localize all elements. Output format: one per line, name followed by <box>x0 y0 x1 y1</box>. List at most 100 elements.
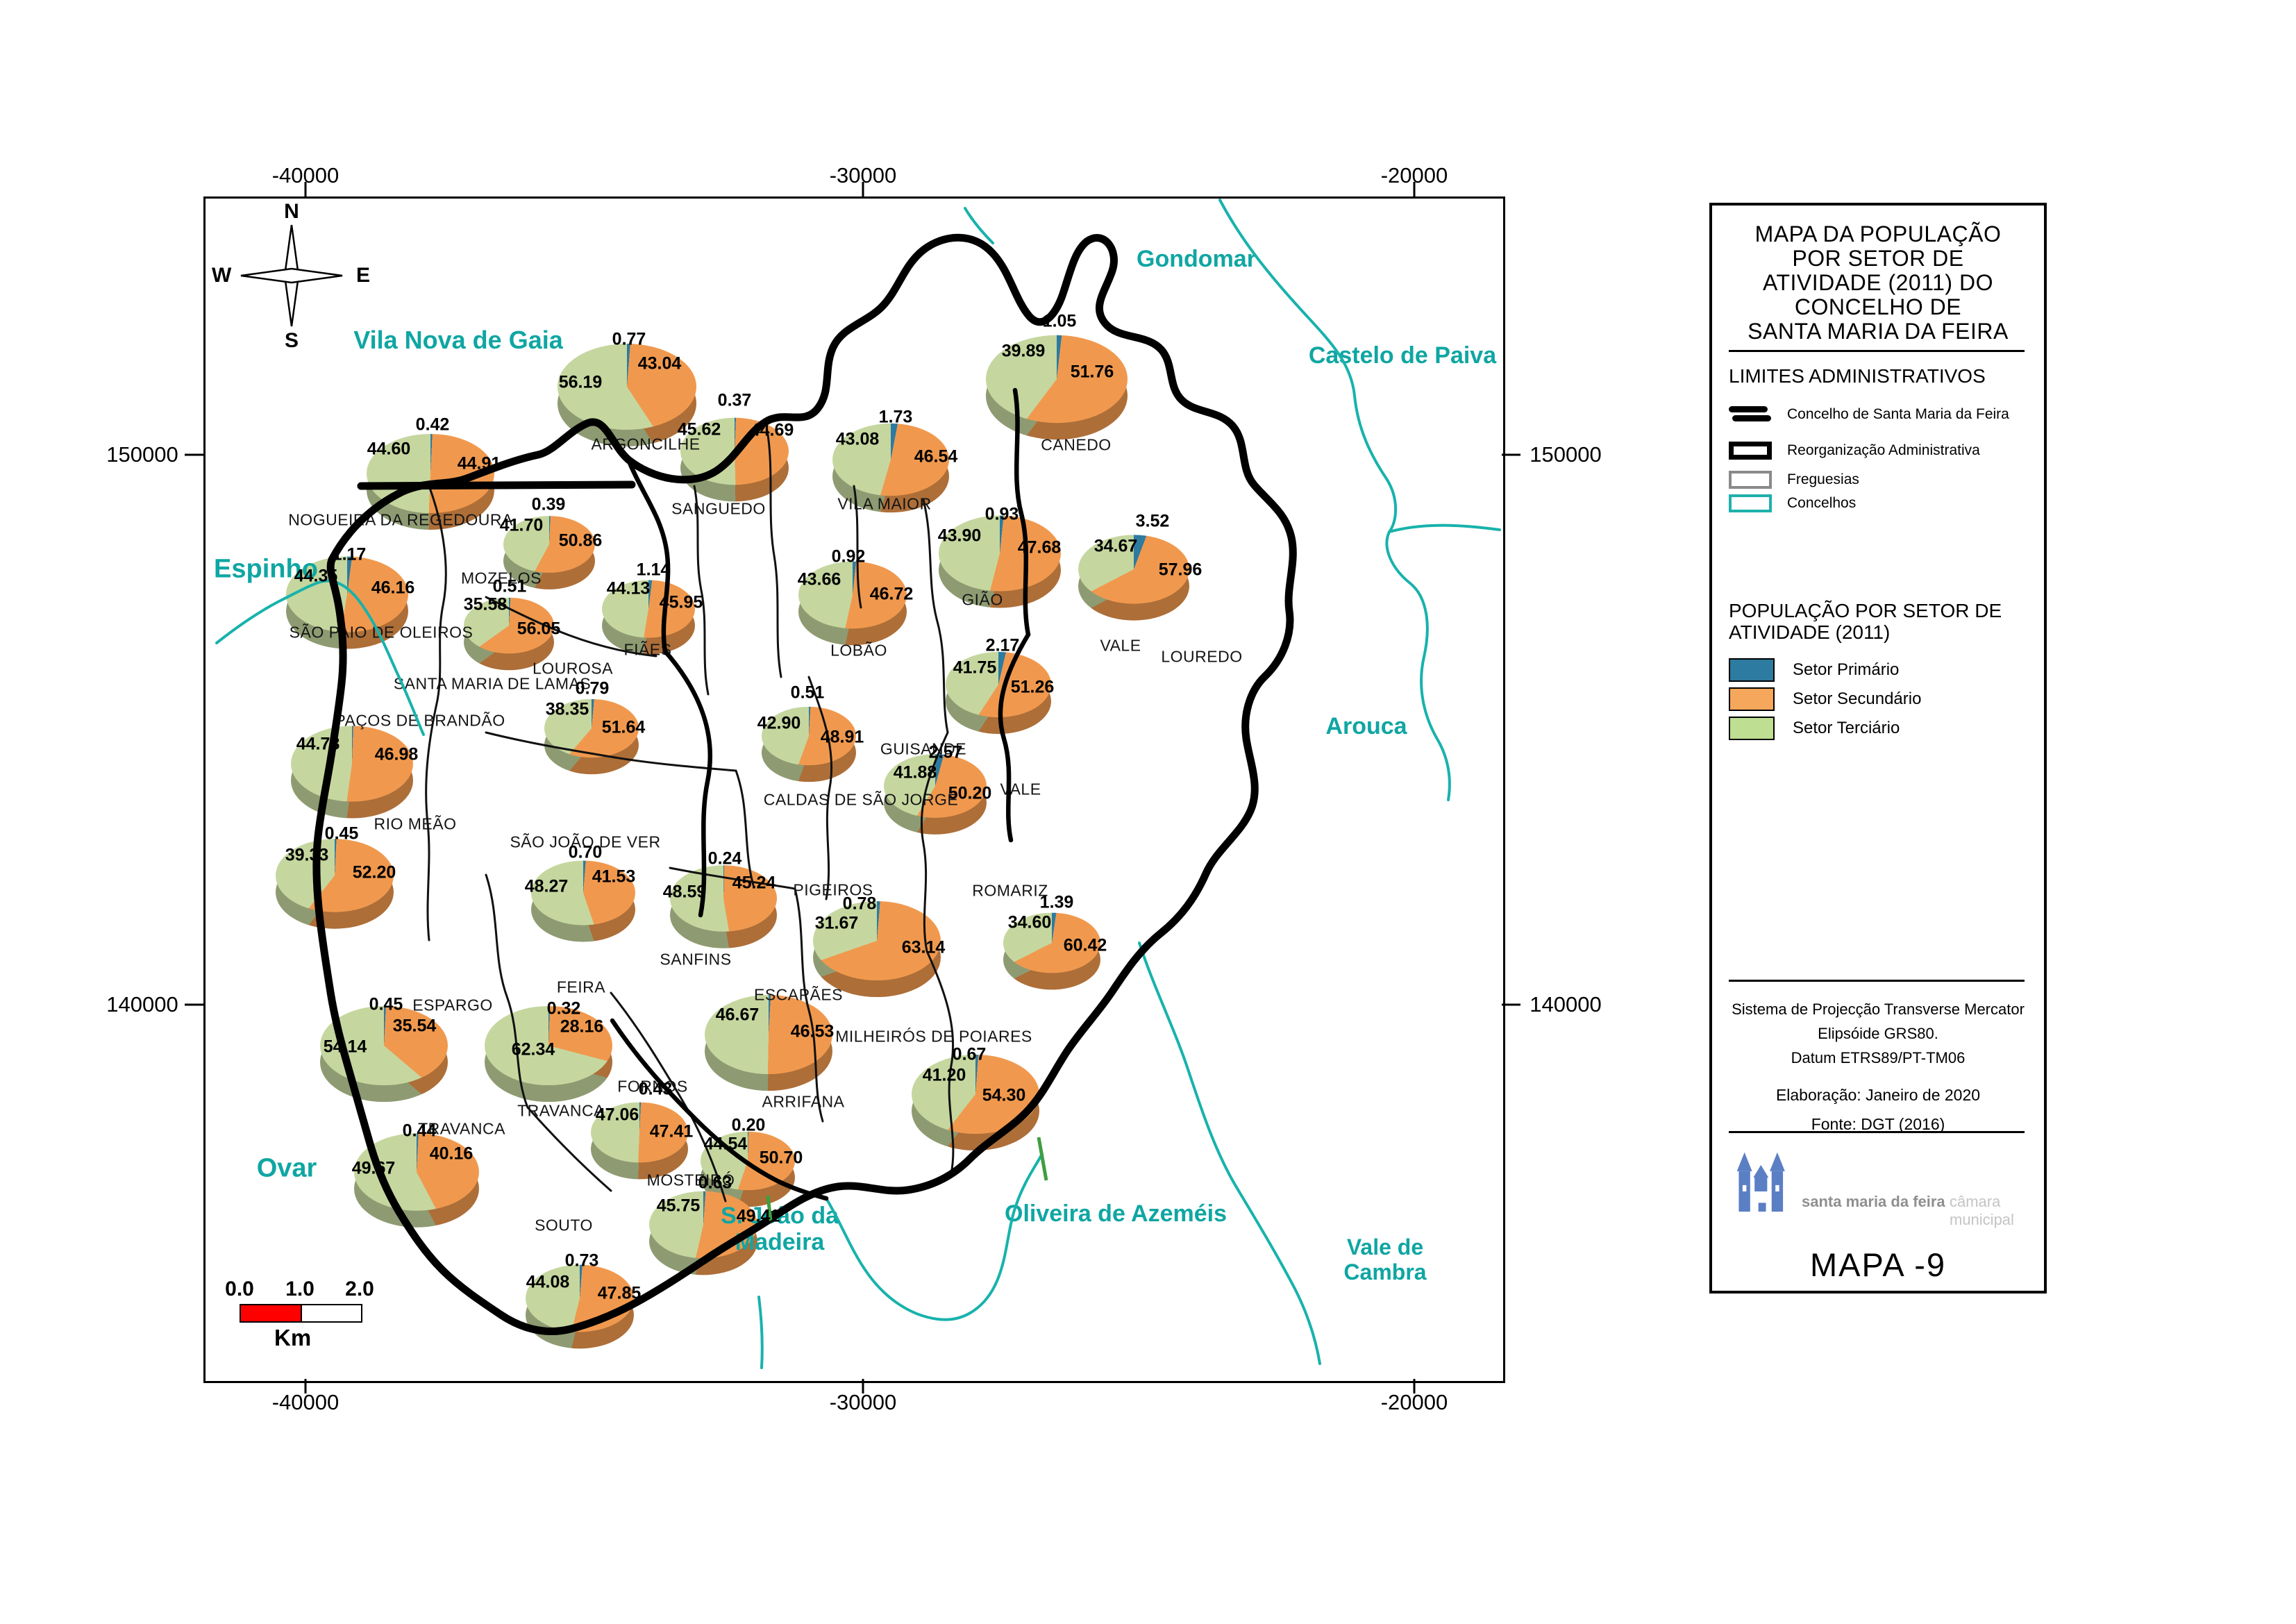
pie-value-label: 0.78 <box>842 894 877 914</box>
freguesia-label: SOUTO <box>535 1216 593 1234</box>
title-line: ATIVIDADE (2011) DO <box>1763 270 1993 295</box>
pie-value-label: 45.62 <box>677 419 721 440</box>
axis-tick <box>185 453 203 456</box>
pie-value-label: 57.96 <box>1158 560 1203 580</box>
legend-item-reorganizacao: Reorganização Administrativa <box>1729 442 1980 460</box>
concelho-line-symbol <box>1729 405 1772 424</box>
pie-value-label: 62.34 <box>511 1039 555 1060</box>
pie-value-label: 63.14 <box>901 937 946 957</box>
pie-value-label: 38.35 <box>545 699 589 719</box>
pie-value-label: 1.73 <box>878 407 913 427</box>
divider <box>1729 980 2025 982</box>
castle-icon <box>1736 1152 1785 1212</box>
freguesia-label: TRAVANCA <box>517 1101 605 1120</box>
pie-value-label: 0.24 <box>707 848 742 869</box>
pie-value-label: 54.30 <box>982 1085 1026 1105</box>
freguesia-label: VALE <box>1000 780 1041 798</box>
neighbor-municipality-label: Espinho <box>214 554 318 584</box>
map-number: MAPA -9 <box>1810 1246 1946 1283</box>
freguesia-label: GIÃO <box>962 590 1003 609</box>
legend-item-concelho: Concelho de Santa Maria da Feira <box>1729 405 2009 424</box>
pie-value-label: 0.63 <box>698 1173 732 1193</box>
pie-value-label: 0.32 <box>546 998 581 1019</box>
compass-east-label: E <box>355 264 370 287</box>
pie-value-label: 44.54 <box>703 1134 748 1154</box>
pie-value-label: 28.16 <box>560 1016 604 1037</box>
pie-value-label: 44.08 <box>526 1272 570 1292</box>
axis-tick <box>1502 453 1520 456</box>
setor-terciario-swatch <box>1729 717 1775 740</box>
scale-tick-label: 0.0 <box>225 1278 254 1300</box>
scale-tick-label: 2.0 <box>345 1278 374 1300</box>
pie-value-label: 45.24 <box>732 873 776 893</box>
pie-value-label: 35.58 <box>463 594 508 614</box>
scale-bar-red-segment <box>241 1305 301 1321</box>
pie-value-label: 51.64 <box>601 717 646 737</box>
axis-tick <box>1413 1379 1416 1393</box>
compass-rose: N S W E <box>212 200 370 352</box>
pie-value-label: 49.67 <box>351 1158 396 1178</box>
pie-value-label: 43.66 <box>797 569 841 589</box>
scale-unit-label: Km <box>274 1325 312 1350</box>
title-line: SANTA MARIA DA FEIRA <box>1748 319 2009 344</box>
neighbor-municipality-label: Gondomar <box>1137 245 1256 272</box>
pie-value-label: 47.06 <box>595 1105 639 1125</box>
legend-label: Freguesias <box>1787 471 1859 487</box>
axis-label-x: -40000 <box>271 1390 340 1414</box>
freguesia-label: LOUREDO <box>1161 647 1243 666</box>
pie-value-label: 51.76 <box>1070 362 1114 382</box>
freguesia-label: SÃO PAIO DE OLEIROS <box>289 623 474 642</box>
pie-value-label: 46.53 <box>790 1021 835 1041</box>
axis-label-y: 150000 <box>106 442 178 467</box>
axis-label-y: 150000 <box>1530 442 1602 467</box>
pie-value-label: 50.20 <box>948 783 992 803</box>
pie-value-label: 41.70 <box>499 515 544 535</box>
axis-tick <box>862 1379 864 1393</box>
scale-bar-segments <box>240 1304 362 1323</box>
pie-value-label: 46.98 <box>374 744 419 764</box>
neighbor-municipality-label: Vila Nova de Gaia <box>353 325 563 354</box>
pie-value-label: 31.67 <box>814 913 859 933</box>
reorganizacao-rect-symbol <box>1729 442 1772 460</box>
compass-north-label: N <box>284 200 299 223</box>
freguesia-label: CALDAS DE SÃO JORGE <box>763 790 959 809</box>
pie-value-label: 0.42 <box>415 415 450 435</box>
pie-value-label: 0.73 <box>564 1250 599 1271</box>
pie-value-label: 0.70 <box>568 842 603 862</box>
compass-west-label: W <box>212 264 232 287</box>
logo-name: santa maria da feira <box>1802 1193 1945 1210</box>
setor-primario-swatch <box>1729 658 1775 682</box>
limites-legend: Concelho de Santa Maria da Feira Reorgan… <box>1729 405 2027 524</box>
pie-value-label: 3.52 <box>1135 511 1170 531</box>
scale-tick-label: 1.0 <box>285 1278 315 1300</box>
freguesia-label: SANGUEDO <box>671 499 766 518</box>
pie-value-label: 56.05 <box>517 619 561 639</box>
legend-item-setor-secundario: Setor Secundário <box>1729 687 1921 711</box>
pie-value-label: 34.67 <box>1093 536 1138 556</box>
projection-info: Sistema de Projecção Transverse Mercator… <box>1712 997 2044 1070</box>
pie-value-label: 48.59 <box>662 882 707 902</box>
pie-value-label: 0.37 <box>717 390 752 410</box>
pie-value-label: 56.19 <box>558 372 603 392</box>
pie-value-label: 50.86 <box>558 530 603 551</box>
pie-value-label: 0.93 <box>984 504 1019 524</box>
pie-value-label: 0.39 <box>531 494 566 514</box>
freguesia-label: LOBÃO <box>830 641 887 660</box>
pie-value-label: 40.16 <box>429 1144 474 1164</box>
title-line: POR SETOR DE <box>1792 246 1964 271</box>
title-line: CONCELHO DE <box>1794 294 1962 319</box>
pie-value-label: 44.91 <box>457 453 501 474</box>
side-panel: MAPA DA POPULAÇÃO POR SETOR DE ATIVIDADE… <box>1709 203 2047 1294</box>
freguesia-label: VALE <box>1100 636 1141 655</box>
axis-tick <box>1413 182 1416 196</box>
pie-value-label: 43.90 <box>937 526 982 546</box>
legend-label: Setor Primário <box>1793 660 1900 679</box>
pie-value-label: 34.60 <box>1007 912 1052 932</box>
pie-value-label: 44.69 <box>750 420 794 440</box>
municipality-logo: santa maria da feira câmara municipal <box>1729 1150 2027 1233</box>
pie-value-label: 46.72 <box>869 584 914 604</box>
freguesia-label: ROMARIZ <box>972 881 1048 900</box>
freguesia-label: ESPARGO <box>412 996 493 1014</box>
legend-label: Setor Terciário <box>1793 719 1900 737</box>
pie-value-label: 44.13 <box>606 578 651 598</box>
